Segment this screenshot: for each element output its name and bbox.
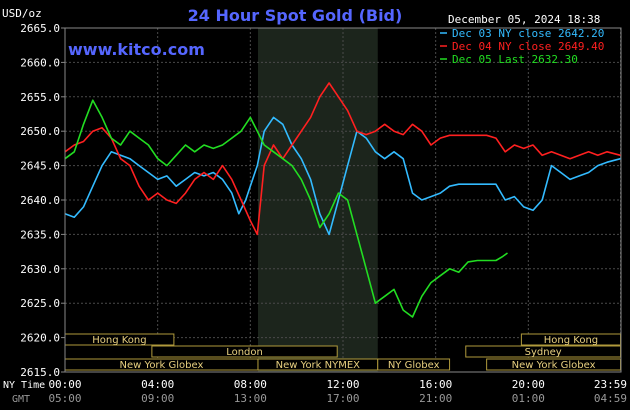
y-tick-label: 2660.0 bbox=[20, 56, 60, 69]
x-row-label-gmt: GMT bbox=[12, 394, 30, 405]
y-tick-label: 2625.0 bbox=[20, 297, 60, 310]
market-session-label: New York NYMEX bbox=[276, 360, 361, 371]
chart-date: December 05, 2024 18:38 bbox=[448, 13, 600, 26]
x-tick-label-gmt: 05:00 bbox=[48, 392, 81, 405]
y-tick-label: 2615.0 bbox=[20, 366, 60, 379]
x-tick-label-ny: 20:00 bbox=[512, 378, 545, 391]
y-tick-label: 2630.0 bbox=[20, 263, 60, 276]
y-tick-label: 2645.0 bbox=[20, 160, 60, 173]
y-axis-label: USD/oz bbox=[2, 7, 42, 20]
x-tick-label-ny: 12:00 bbox=[326, 378, 359, 391]
x-tick-label-ny: 00:00 bbox=[48, 378, 81, 391]
x-tick-label-gmt: 17:00 bbox=[326, 392, 359, 405]
market-session-label: New York Globex bbox=[120, 360, 204, 371]
x-tick-label-ny: 04:00 bbox=[141, 378, 174, 391]
legend-entry: Dec 04 NY close 2649.40 bbox=[452, 40, 604, 53]
x-tick-label-gmt: 09:00 bbox=[141, 392, 174, 405]
market-session-bar bbox=[151, 345, 338, 358]
y-tick-label: 2640.0 bbox=[20, 194, 60, 207]
legend-entry: Dec 05 Last 2632.30 bbox=[452, 53, 578, 66]
series-line-2 bbox=[64, 82, 621, 236]
market-session-label: New York Globex bbox=[512, 360, 596, 371]
y-tick-label: 2665.0 bbox=[20, 22, 60, 35]
y-tick-label: 2655.0 bbox=[20, 91, 60, 104]
x-tick-label-gmt: 21:00 bbox=[419, 392, 452, 405]
y-tick-label: 2635.0 bbox=[20, 228, 60, 241]
x-tick-label-ny: 23:59 bbox=[594, 378, 627, 391]
chart-title: 24 Hour Spot Gold (Bid) bbox=[188, 6, 403, 25]
market-session-bar bbox=[377, 358, 451, 371]
watermark-text: www.kitco.com bbox=[68, 40, 205, 59]
market-session-label: Sydney bbox=[525, 347, 562, 358]
x-tick-label-gmt: 01:00 bbox=[512, 392, 545, 405]
legend-entry: Dec 03 NY close 2642.20 bbox=[452, 27, 604, 40]
market-session-label: Hong Kong bbox=[544, 335, 598, 346]
market-session-label: Hong Kong bbox=[92, 335, 146, 346]
market-session-label: London bbox=[226, 347, 263, 358]
y-tick-label: 2620.0 bbox=[20, 332, 60, 345]
x-tick-label-ny: 08:00 bbox=[234, 378, 267, 391]
x-tick-label-gmt: 13:00 bbox=[234, 392, 267, 405]
series-line-1 bbox=[64, 116, 621, 236]
y-tick-label: 2650.0 bbox=[20, 125, 60, 138]
x-row-label-ny: NY Time bbox=[3, 380, 45, 391]
x-tick-label-gmt: 04:59 bbox=[594, 392, 627, 405]
market-session-label: NY Globex bbox=[388, 360, 440, 371]
series-line-3 bbox=[64, 99, 508, 318]
x-tick-label-ny: 16:00 bbox=[419, 378, 452, 391]
